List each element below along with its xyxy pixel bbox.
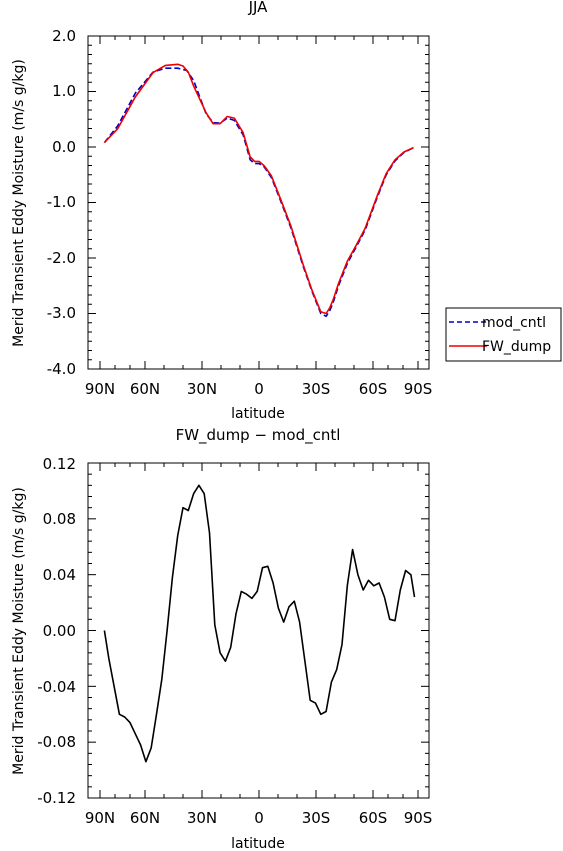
panel2-y-tick-label: -0.04 [37,678,76,696]
panel1-x-tick-label: 30S [302,380,331,398]
panel2-y-ticks [88,462,429,799]
panel1-x-tick-label: 60N [130,380,160,398]
panel1-frame [87,35,430,370]
panel2-y-tick-label: 0.00 [43,622,76,640]
panel1-x-tick-label: 90N [85,380,115,398]
panel2-y-axis-label: Merid Transient Eddy Moisture (m/s g/kg) [11,487,27,775]
legend-box [445,307,562,362]
series-line-FW-dump [103,63,414,315]
legend-label-mod-cntl: mod_cntl [482,315,546,331]
panel1-x-tick-label: 90S [404,380,433,398]
panel2-x-tick-label: 0 [254,809,264,827]
panel2-x-axis-label: latitude [231,836,285,851]
panel1-y-tick-label: -2.0 [47,249,76,267]
panel1-y-tick-label: 1.0 [52,82,76,100]
panel1-x-axis-label: latitude [231,406,285,422]
panel1-title: JJA [248,0,269,16]
panel1-x-tick-label: 30N [187,380,217,398]
panel1-x-tick-label: 60S [359,380,388,398]
panel1-y-tick-label: -4.0 [47,360,76,378]
panel1-x-ticks [99,36,419,369]
panel1-y-ticks [88,35,429,370]
panel2-y-tick-label: 0.12 [43,455,76,473]
panel1-x-tick-label: 0 [254,380,264,398]
panel2-x-ticks [99,463,419,798]
panel2-y-tick-label: -0.12 [37,789,76,807]
panel2-x-tick-label: 30S [302,809,331,827]
panel1-y-tick-label: -1.0 [47,193,76,211]
panel2-x-tick-label: 90S [404,809,433,827]
panel1-series [103,63,414,318]
panel2-x-tick-label: 60N [130,809,160,827]
panel2-x-tick-label: 30N [187,809,217,827]
panel2-series [103,484,416,763]
panel1-y-tick-label: 2.0 [52,27,76,45]
panel2-title: FW_dump − mod_cntl [176,426,341,445]
panel2-y-tick-label: 0.04 [43,566,76,584]
panel-jja: JJA 90N 60N 30N 0 30S 60S 90S 2.0 1.0 0.… [11,0,562,422]
legend-label-fw-dump: FW_dump [482,339,551,355]
panel1-y-tick-label: 0.0 [52,138,76,156]
series-line-mod-cntl [103,67,414,318]
panel2-y-tick-label: 0.08 [43,510,76,528]
series-line-difference [103,484,416,763]
panel2-y-tick-label: -0.08 [37,733,76,751]
panel2-frame [87,462,430,799]
legend: mod_cntl FW_dump [445,307,562,362]
panel2-x-tick-label: 60S [359,809,388,827]
panel1-y-axis-label: Merid Transient Eddy Moisture (m/s g/kg) [11,59,27,347]
panel-difference: FW_dump − mod_cntl 90N 60N 30N 0 30S 60S… [11,426,432,851]
panel1-y-tick-label: -3.0 [47,304,76,322]
panel2-x-tick-label: 90N [85,809,115,827]
